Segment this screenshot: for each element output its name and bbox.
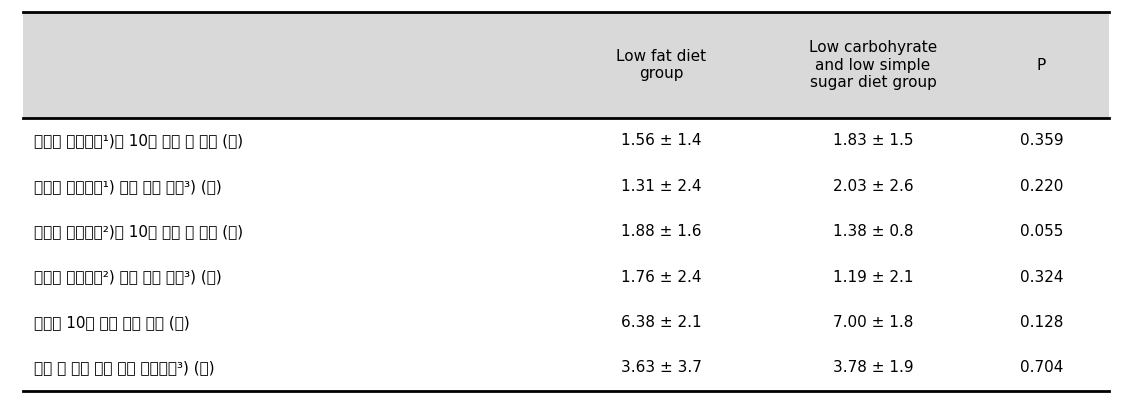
Text: P: P: [1037, 58, 1046, 72]
Text: 0.324: 0.324: [1020, 269, 1063, 284]
Text: 0.128: 0.128: [1020, 315, 1063, 330]
Text: 6.38 ± 2.1: 6.38 ± 2.1: [620, 315, 702, 330]
Text: 3.63 ± 3.7: 3.63 ± 3.7: [620, 361, 702, 376]
Text: 3.78 ± 1.9: 3.78 ± 1.9: [833, 361, 914, 376]
FancyBboxPatch shape: [23, 12, 1109, 118]
Text: Low fat diet
group: Low fat diet group: [616, 49, 706, 81]
Text: 격렬한 신체활동¹)을 10분 이상 한 날수 (일): 격렬한 신체활동¹)을 10분 이상 한 날수 (일): [34, 133, 243, 148]
Text: 1.88 ± 1.6: 1.88 ± 1.6: [620, 224, 702, 239]
Text: 격렬한 신체활동¹) 하루 평균 시간³) (분): 격렬한 신체활동¹) 하루 평균 시간³) (분): [34, 179, 222, 194]
Text: 2.03 ± 2.6: 2.03 ± 2.6: [833, 179, 914, 194]
Text: 1.56 ± 1.4: 1.56 ± 1.4: [620, 133, 702, 148]
Text: 적어도 10분 이상 걸은 날수 (일): 적어도 10분 이상 걸은 날수 (일): [34, 315, 190, 330]
Text: 0.704: 0.704: [1020, 361, 1063, 376]
Text: 1.83 ± 1.5: 1.83 ± 1.5: [833, 133, 914, 148]
Text: 7.00 ± 1.8: 7.00 ± 1.8: [833, 315, 914, 330]
Text: 1.19 ± 2.1: 1.19 ± 2.1: [833, 269, 914, 284]
Text: 1.76 ± 2.4: 1.76 ± 2.4: [620, 269, 702, 284]
Text: 중등도 신체활동²)을 10분 이상 한 날수 (일): 중등도 신체활동²)을 10분 이상 한 날수 (일): [34, 224, 243, 239]
Text: 1.38 ± 0.8: 1.38 ± 0.8: [833, 224, 914, 239]
Text: 0.220: 0.220: [1020, 179, 1063, 194]
Text: 걷는 날 하루 동안 걷는 평균시간³) (분): 걷는 날 하루 동안 걷는 평균시간³) (분): [34, 361, 215, 376]
Text: 0.359: 0.359: [1020, 133, 1063, 148]
Text: Low carbohyrate
and low simple
sugar diet group: Low carbohyrate and low simple sugar die…: [809, 40, 937, 90]
Text: 1.31 ± 2.4: 1.31 ± 2.4: [620, 179, 702, 194]
Text: 중등도 신체활동²) 하루 평균 시간³) (분): 중등도 신체활동²) 하루 평균 시간³) (분): [34, 269, 222, 284]
Text: 0.055: 0.055: [1020, 224, 1063, 239]
